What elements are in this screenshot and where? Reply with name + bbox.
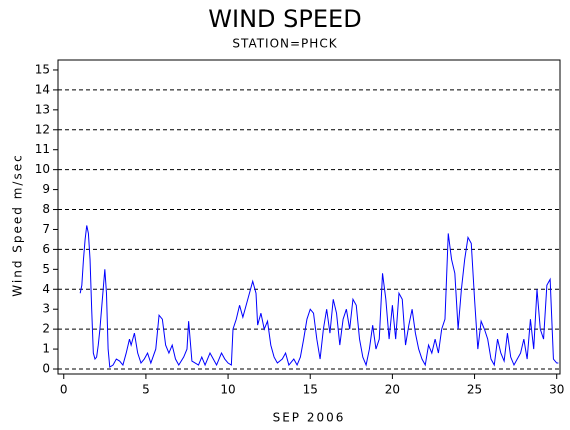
chart-title: WIND SPEED [208, 5, 361, 33]
x-tick-label: 15 [303, 383, 318, 397]
chart-subtitle: STATION=PHCK [232, 37, 337, 51]
y-tick-label: 0 [42, 362, 50, 376]
y-axis-label: Wind Speed m/sec [11, 153, 25, 296]
y-tick-label: 14 [35, 82, 50, 96]
x-tick-label: 30 [549, 383, 564, 397]
x-tick-label: 0 [60, 383, 68, 397]
y-tick-label: 15 [35, 62, 50, 76]
y-tick-label: 6 [42, 242, 50, 256]
y-tick-label: 5 [42, 262, 50, 276]
y-tick-label: 7 [42, 222, 50, 236]
y-tick-label: 2 [42, 322, 50, 336]
y-tick-label: 11 [35, 142, 50, 156]
x-tick-label: 20 [385, 383, 400, 397]
y-tick-label: 8 [42, 202, 50, 216]
x-tick-label: 10 [220, 383, 235, 397]
x-tick-label: 5 [142, 383, 150, 397]
x-tick-label: 25 [467, 383, 482, 397]
y-tick-label: 13 [35, 102, 50, 116]
x-axis-label: SEP 2006 [273, 411, 346, 425]
y-tick-label: 9 [42, 182, 50, 196]
y-tick-label: 4 [42, 282, 50, 296]
y-tick-label: 10 [35, 162, 50, 176]
y-tick-label: 1 [42, 342, 50, 356]
y-tick-label: 3 [42, 302, 50, 316]
plot-frame [57, 59, 561, 375]
data-line [79, 225, 559, 368]
y-tick-label: 12 [35, 122, 50, 136]
